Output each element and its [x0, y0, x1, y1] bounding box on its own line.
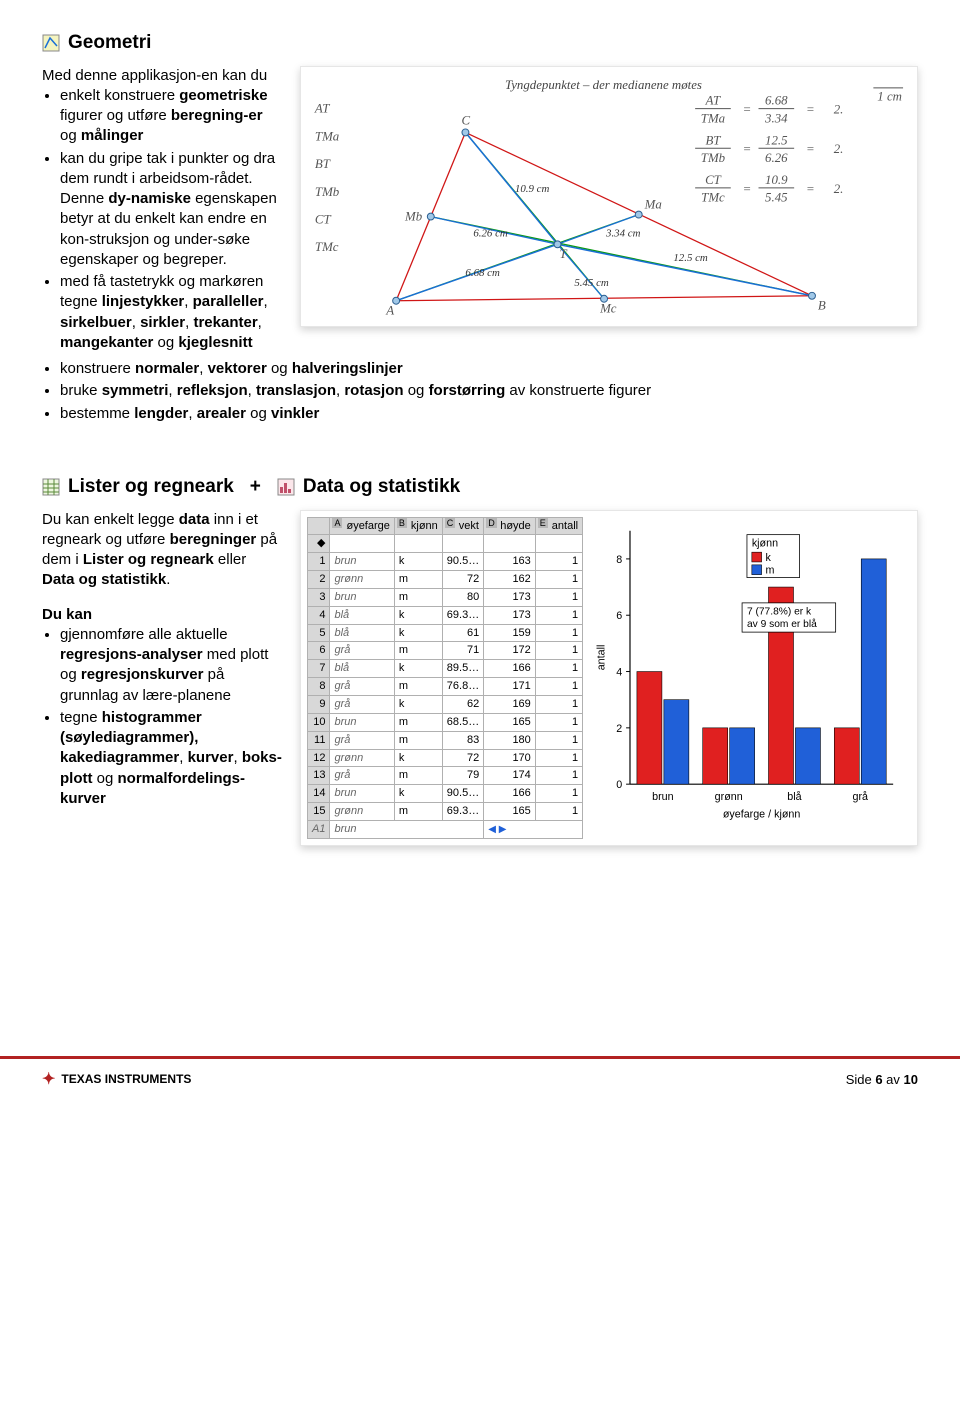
svg-text:=: =	[743, 142, 752, 156]
svg-text:TMc: TMc	[701, 190, 725, 204]
list-item: gjennomføre alle aktuelle regresjons-ana…	[60, 625, 282, 706]
section-1-title: Geometri	[68, 30, 151, 56]
svg-text:5.45: 5.45	[765, 190, 788, 204]
list-item: kan du gripe tak i punkter og dra dem ru…	[60, 149, 282, 271]
svg-text:=: =	[806, 102, 815, 116]
svg-text:6.68 cm: 6.68 cm	[465, 267, 500, 279]
svg-text:k: k	[766, 551, 772, 563]
section-1-heading: Geometri	[42, 30, 918, 56]
svg-text:antall: antall	[596, 644, 608, 670]
svg-text:TMb: TMb	[315, 184, 340, 198]
svg-text:BT: BT	[705, 133, 721, 147]
plus-separator: +	[250, 474, 261, 500]
page-footer: ✦ TEXAS INSTRUMENTS Side 6 av 10	[0, 1056, 960, 1115]
chart-panel: 0 2 4 6 8 antall brun grønn blå grå øyefarge / kjø…	[587, 517, 911, 839]
svg-text:av 9 som er blå: av 9 som er blå	[747, 618, 817, 630]
svg-text:m: m	[766, 564, 775, 576]
svg-text:6.26: 6.26	[765, 151, 788, 165]
section-2-p2: Du kan	[42, 605, 282, 625]
svg-text:12.5: 12.5	[765, 133, 788, 147]
section-2-title-a: Lister og regneark	[68, 474, 234, 500]
svg-text:CT: CT	[315, 212, 332, 226]
svg-text:A: A	[385, 303, 394, 317]
section-2-heading: Lister og regneark + Data og statistikk	[42, 474, 918, 500]
list-item: enkelt konstruere geometriske figurer og…	[60, 86, 282, 147]
svg-text:TMb: TMb	[701, 151, 726, 165]
svg-text:TMc: TMc	[315, 240, 339, 254]
list-item: konstruere normaler, vektorer og halveri…	[60, 359, 918, 379]
svg-text:8: 8	[616, 553, 622, 565]
geometry-icon	[42, 34, 60, 52]
svg-text:Ma: Ma	[644, 197, 662, 211]
svg-text:kjønn: kjønn	[752, 537, 778, 549]
svg-text:0: 0	[616, 779, 622, 791]
svg-text:2.: 2.	[834, 102, 844, 116]
svg-text:CT: CT	[705, 173, 722, 187]
section-1-intro: Med denne applikasjon-en kan du	[42, 66, 282, 86]
svg-text:grønn: grønn	[715, 790, 743, 802]
svg-text:=: =	[743, 181, 752, 195]
geometry-figure: Tyngdepunktet – der medianene møtesATTMa…	[300, 66, 918, 328]
svg-text:10.9 cm: 10.9 cm	[515, 182, 550, 194]
spreadsheet-table[interactable]: AøyefargeBkjønnCvektDhøydeEantall◆1brunk…	[307, 517, 583, 839]
geometry-svg: Tyngdepunktet – der medianene møtesATTMa…	[307, 73, 911, 321]
section-2-p1: Du kan enkelt legge data inn i et regnea…	[42, 510, 282, 591]
svg-text:TMa: TMa	[315, 129, 339, 143]
svg-text:=: =	[806, 142, 815, 156]
spreadsheet-icon	[42, 478, 60, 496]
svg-text:AT: AT	[705, 93, 721, 107]
svg-text:12.5 cm: 12.5 cm	[673, 252, 708, 264]
svg-text:AT: AT	[314, 101, 330, 115]
stats-figure: AøyefargeBkjønnCvektDhøydeEantall◆1brunk…	[300, 510, 918, 846]
svg-text:TMa: TMa	[701, 111, 725, 125]
list-item: bruke symmetri, refleksjon, translasjon,…	[60, 381, 918, 401]
section-2-title-b: Data og statistikk	[303, 474, 460, 500]
svg-text:4: 4	[616, 666, 622, 678]
svg-text:BT: BT	[315, 157, 331, 171]
svg-text:øyefarge / kjønn: øyefarge / kjønn	[723, 808, 800, 820]
svg-text:7 (77.8%) er k: 7 (77.8%) er k	[747, 606, 812, 617]
svg-text:2.: 2.	[834, 142, 844, 156]
svg-text:6: 6	[616, 610, 622, 622]
svg-text:6.26 cm: 6.26 cm	[473, 227, 508, 239]
list-item: tegne histogrammer (søylediagrammer), ka…	[60, 708, 282, 809]
svg-text:6.68: 6.68	[765, 93, 788, 107]
svg-text:blå: blå	[787, 790, 801, 802]
svg-text:2: 2	[616, 722, 622, 734]
svg-text:5.45 cm: 5.45 cm	[574, 277, 609, 289]
section-1-text-column: Med denne applikasjon-en kan du enkelt k…	[42, 66, 282, 356]
ti-logo: ✦ TEXAS INSTRUMENTS	[42, 1069, 191, 1091]
ti-chip-icon: ✦	[42, 1069, 55, 1091]
svg-text:B: B	[818, 298, 826, 312]
svg-text:brun: brun	[652, 790, 673, 802]
bar-chart-svg: 0 2 4 6 8 antall brun grønn blå grå øyefarge / kjø…	[591, 521, 903, 823]
svg-text:1 cm: 1 cm	[877, 89, 902, 103]
svg-text:2.: 2.	[834, 181, 844, 195]
section-2-text-column: Du kan enkelt legge data inn i et regnea…	[42, 510, 282, 846]
svg-text:3.34: 3.34	[764, 111, 788, 125]
section-1-wide-list: konstruere normaler, vektorer og halveri…	[42, 359, 918, 424]
list-item: bestemme lengder, arealer og vinkler	[60, 404, 918, 424]
svg-text:10.9: 10.9	[765, 173, 788, 187]
ti-brand-text: TEXAS INSTRUMENTS	[61, 1071, 191, 1087]
svg-text:3.34 cm: 3.34 cm	[605, 227, 641, 239]
stats-icon	[277, 478, 295, 496]
svg-text:Mb: Mb	[404, 209, 423, 223]
svg-text:=: =	[806, 181, 815, 195]
svg-text:Tyngdepunktet – der medianene: Tyngdepunktet – der medianene møtes	[505, 77, 702, 91]
page-number: Side 6 av 10	[846, 1071, 918, 1089]
svg-text:T: T	[559, 247, 567, 261]
list-item: med få tastetrykk og markøren tegne linj…	[60, 272, 282, 353]
svg-text:=: =	[743, 102, 752, 116]
svg-text:grå: grå	[853, 790, 869, 802]
svg-text:Mc: Mc	[599, 301, 617, 315]
svg-text:C: C	[461, 113, 470, 127]
spreadsheet-panel: AøyefargeBkjønnCvektDhøydeEantall◆1brunk…	[307, 517, 583, 839]
